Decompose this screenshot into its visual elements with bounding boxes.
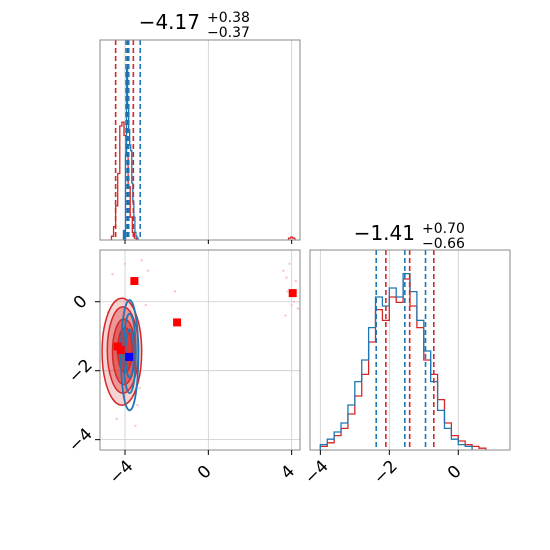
- contour-blue: [119, 299, 140, 412]
- marker-blue: [125, 352, 134, 361]
- histogram-red-series: [319, 278, 487, 450]
- scatter-point: [286, 290, 289, 293]
- scatter-point: [138, 386, 141, 390]
- histogram-red-series: [110, 121, 296, 240]
- scatter-point: [111, 272, 114, 276]
- panel-frame: [99, 39, 301, 241]
- marker-red: [116, 346, 125, 354]
- x-tick-label: −2: [370, 457, 402, 489]
- histogram-param2: −4 −2 0: [301, 249, 511, 489]
- title-param1-sup: +0.38: [207, 10, 250, 26]
- y-tick-label: −4: [65, 424, 97, 456]
- title-param2-sub: −0.66: [422, 236, 465, 252]
- x-tick-label: −4: [301, 457, 333, 489]
- histogram-blue-series: [319, 272, 473, 450]
- scatter-point: [296, 307, 300, 310]
- title-param1-sub: −0.37: [207, 25, 250, 41]
- scatter-point: [285, 276, 288, 279]
- title-param2-sup: +0.70: [422, 221, 465, 237]
- scatter-point: [284, 314, 287, 317]
- y-tick-label: −2: [65, 355, 97, 387]
- scatter-point: [123, 262, 127, 265]
- scatter-plot-area: [100, 250, 300, 450]
- scatter-point: [146, 269, 150, 272]
- marker-red: [173, 318, 182, 327]
- y-tick-label: 0: [70, 292, 92, 314]
- scatter-point: [292, 300, 295, 303]
- scatter-point: [282, 269, 285, 272]
- histogram-param1: [99, 39, 301, 244]
- scatter-point: [144, 303, 148, 307]
- scatter-point: [140, 259, 143, 262]
- panel-frame: [309, 249, 511, 451]
- x-tick-label: 0: [444, 462, 466, 484]
- scatter-point: [136, 403, 139, 407]
- x-tick-label: −4: [106, 457, 138, 489]
- panel-frame: [99, 249, 301, 451]
- scatter-point: [290, 303, 293, 307]
- scatter-point: [173, 290, 177, 293]
- marker-red: [288, 289, 297, 298]
- x-tick-label: 0: [194, 462, 216, 484]
- scatter-point: [134, 424, 137, 428]
- title-param2: −1.41: [354, 221, 415, 245]
- x-tick-label: 4: [277, 462, 299, 484]
- scatter-point: [294, 279, 298, 283]
- title-param1: −4.17: [139, 10, 200, 34]
- scatter-point: [115, 417, 118, 421]
- scatter-point: [288, 262, 291, 265]
- marker-red: [130, 277, 139, 286]
- scatter-2d: −4 0 4 0 −2 −4: [65, 249, 301, 489]
